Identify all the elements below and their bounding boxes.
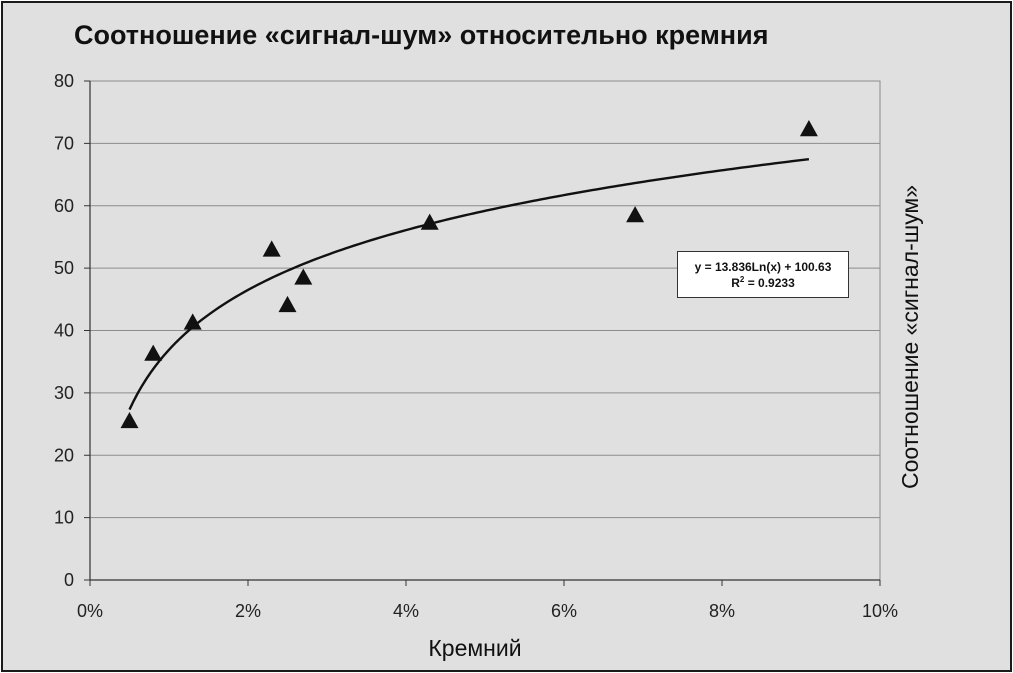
x-tick-label: 8%: [709, 601, 735, 621]
y-tick-label: 60: [54, 196, 74, 216]
data-point: [144, 344, 163, 361]
x-tick-label: 6%: [551, 601, 577, 621]
gridlines: [89, 80, 881, 581]
y-tick-label: 20: [54, 445, 74, 465]
data-point: [120, 411, 139, 429]
r-squared-exponent: 2: [739, 275, 745, 284]
x-tick-label: 0%: [77, 601, 103, 621]
data-point: [183, 313, 202, 330]
y-tick-label: 50: [54, 258, 74, 278]
y-tick-label: 0: [64, 570, 74, 590]
x-tick-label: 2%: [235, 601, 261, 621]
r-squared-value: = 0.9233: [744, 276, 795, 290]
data-point: [799, 120, 818, 137]
y-tick-label: 70: [54, 133, 74, 153]
y-axis-title: Соотношение «сигнал-шум»: [897, 185, 923, 489]
y-tick-label: 40: [54, 321, 74, 341]
data-point: [420, 213, 439, 230]
r-squared-symbol: R: [731, 276, 740, 290]
chart-title: Соотношение «сигнал-шум» относительно кр…: [74, 20, 769, 50]
trendline-equation-box: y = 13.836Ln(x) + 100.63 R2 = 0.9233: [677, 251, 849, 298]
trendline: [128, 157, 810, 411]
data-points: [120, 120, 818, 429]
data-point: [626, 206, 645, 223]
y-tick-label: 10: [54, 508, 74, 528]
trendline-equation: y = 13.836Ln(x) + 100.63: [694, 260, 832, 274]
tick-labels: 0 10 20 30 40 50 60 70 80 0% 2% 4% 6% 8% 10%: [54, 71, 898, 621]
data-point: [294, 268, 313, 285]
y-tick-label: 80: [54, 71, 74, 91]
r-squared: R2 = 0.9233: [678, 275, 848, 291]
axes: [84, 80, 881, 586]
data-point: [278, 295, 297, 313]
x-axis-title: Кремний: [428, 635, 521, 661]
x-tick-label: 10%: [862, 601, 898, 621]
x-tick-label: 4%: [393, 601, 419, 621]
y-tick-label: 30: [54, 383, 74, 403]
data-point: [262, 240, 281, 257]
